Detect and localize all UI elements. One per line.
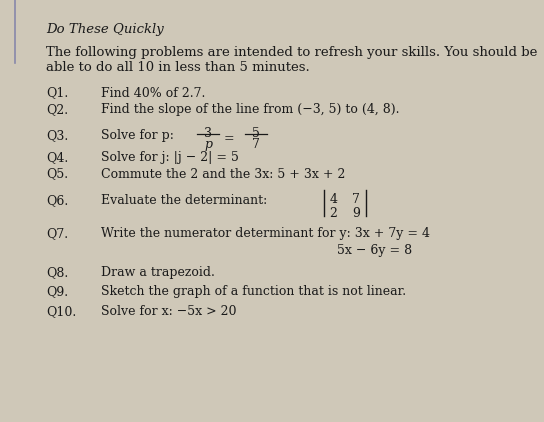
Text: Q4.: Q4. [46,151,69,164]
Text: able to do all 10 in less than 5 minutes.: able to do all 10 in less than 5 minutes… [46,61,310,74]
Text: 9: 9 [353,207,360,220]
Text: Solve for x: −5x > 20: Solve for x: −5x > 20 [101,305,236,318]
Text: Q8.: Q8. [46,266,69,279]
Text: Evaluate the determinant:: Evaluate the determinant: [101,194,267,207]
Text: Q10.: Q10. [46,305,77,318]
Text: Q5.: Q5. [46,168,69,181]
Text: Commute the 2 and the 3x: 5 + 3x + 2: Commute the 2 and the 3x: 5 + 3x + 2 [101,168,345,181]
Text: Do These Quickly: Do These Quickly [46,23,164,36]
Text: The following problems are intended to refresh your skills. You should be: The following problems are intended to r… [46,46,537,60]
Text: 3: 3 [205,127,212,141]
Text: Find 40% of 2.7.: Find 40% of 2.7. [101,87,205,100]
Text: p: p [205,138,212,151]
Text: Q9.: Q9. [46,285,69,298]
Text: Find the slope of the line from (−3, 5) to (4, 8).: Find the slope of the line from (−3, 5) … [101,103,399,116]
Text: 5x − 6y = 8: 5x − 6y = 8 [337,244,412,257]
Text: =: = [224,132,234,145]
Text: 7: 7 [353,193,360,206]
Text: Q3.: Q3. [46,129,69,142]
Text: Draw a trapezoid.: Draw a trapezoid. [101,266,214,279]
Text: Solve for j: |j − 2| = 5: Solve for j: |j − 2| = 5 [101,151,238,164]
Text: Solve for p:: Solve for p: [101,129,174,142]
Text: Q6.: Q6. [46,194,69,207]
Text: 4: 4 [330,193,337,206]
Text: 2: 2 [330,207,337,220]
Text: Sketch the graph of a function that is not linear.: Sketch the graph of a function that is n… [101,285,406,298]
Text: Q7.: Q7. [46,227,69,240]
Text: 7: 7 [252,138,260,151]
Text: Write the numerator determinant for y: 3x + 7y = 4: Write the numerator determinant for y: 3… [101,227,430,240]
Text: 5: 5 [252,127,260,141]
Text: Q2.: Q2. [46,103,69,116]
Text: Q1.: Q1. [46,87,69,100]
